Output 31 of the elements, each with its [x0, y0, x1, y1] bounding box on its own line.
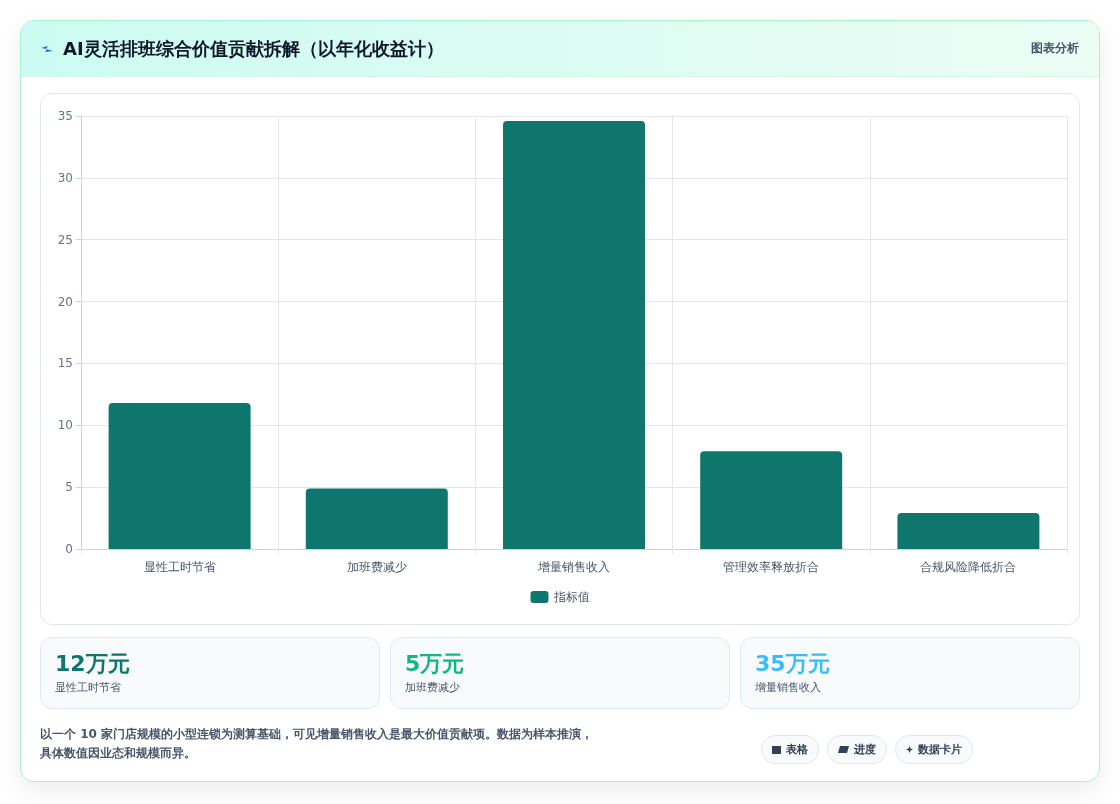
- text: 加班费减少: [405, 680, 461, 695]
- text: 35万元: [755, 650, 831, 678]
- text: 进度: [854, 742, 876, 757]
- y-tick-label: 5: [65, 480, 73, 495]
- bar: [503, 120, 645, 549]
- y-tick-label: 35: [57, 109, 73, 123]
- bar: [305, 488, 448, 549]
- bar: [700, 451, 843, 549]
- text: 数据卡片: [918, 742, 962, 757]
- x-tick-label: 增量销售收入: [537, 560, 610, 574]
- text: 增量销售收入: [755, 680, 822, 695]
- text: 12万元: [55, 650, 131, 678]
- y-tick-label: 15: [57, 356, 73, 371]
- chart-title: AI灵活排班综合价值贡献拆解（以年化收益计）: [63, 36, 444, 61]
- x-tick-label: 显性工时节省: [143, 560, 216, 574]
- y-tick-label: 30: [57, 170, 73, 185]
- text: 5万元: [405, 650, 466, 678]
- text: 以一个 10 家门店规模的小型连锁为测算基础，可见增量销售收入是最大价值贡献项。数据为样本推演，具体数值因业态和规模而异。: [40, 726, 595, 762]
- y-tick-label: 20: [57, 294, 73, 309]
- text: 表格: [786, 742, 808, 757]
- x-tick-label: 管理效率释放折合: [723, 560, 820, 574]
- y-tick-label: 0: [65, 542, 73, 556]
- x-tick-label: 加班费减少: [346, 560, 407, 574]
- text: 图表分析: [1031, 40, 1079, 57]
- y-tick-label: 10: [57, 418, 73, 433]
- x-tick-label: 合规风险降低折合: [920, 560, 1017, 574]
- legend-label: 指标值: [552, 590, 590, 604]
- y-tick-label: 25: [57, 232, 73, 247]
- text: 显性工时节省: [55, 680, 122, 695]
- bar: [108, 403, 251, 549]
- bar: [897, 513, 1040, 549]
